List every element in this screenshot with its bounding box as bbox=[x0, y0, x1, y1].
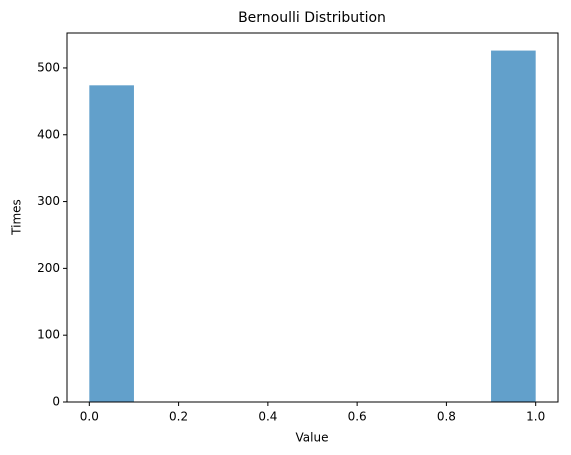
y-tick-label: 0 bbox=[52, 395, 60, 409]
y-tick-label: 200 bbox=[37, 261, 60, 275]
x-tick-label: 0.4 bbox=[258, 410, 277, 424]
bar bbox=[89, 85, 134, 402]
x-tick-label: 0.0 bbox=[80, 410, 99, 424]
x-tick-label: 0.8 bbox=[437, 410, 456, 424]
plot-frame bbox=[66, 32, 559, 403]
bar bbox=[491, 50, 536, 402]
chart-title: Bernoulli Distribution bbox=[238, 10, 386, 26]
x-axis-label: Value bbox=[296, 431, 329, 445]
y-tick-label: 100 bbox=[37, 328, 60, 342]
y-axis-label: Times bbox=[10, 199, 24, 236]
y-tick-label: 300 bbox=[37, 194, 60, 208]
x-tick-label: 0.6 bbox=[348, 410, 367, 424]
y-tick-label: 400 bbox=[37, 127, 60, 141]
x-tick-label: 0.2 bbox=[169, 410, 188, 424]
y-tick-label: 500 bbox=[37, 60, 60, 74]
x-tick-label: 1.0 bbox=[526, 410, 545, 424]
